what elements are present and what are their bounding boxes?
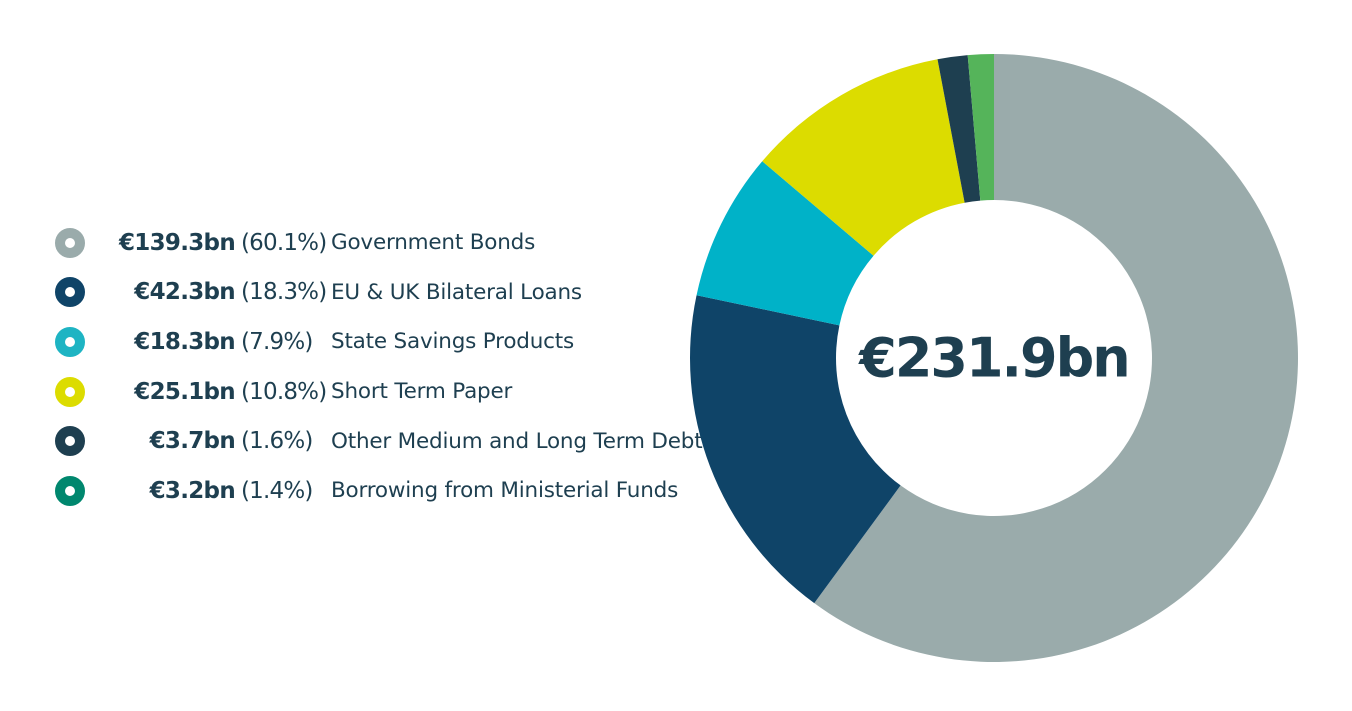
legend-category: Short Term Paper — [331, 379, 513, 405]
legend-amount: €18.3bn — [134, 328, 235, 355]
legend-category: EU & UK Bilateral Loans — [331, 279, 582, 305]
legend-percent: (10.8%) — [241, 378, 327, 405]
legend-marker-icon — [55, 277, 85, 308]
legend-marker-icon — [55, 376, 85, 407]
legend-item: €25.1bn (10.8%) Short Term Paper — [55, 367, 705, 417]
donut-chart-svg: €231.9bn — [690, 54, 1298, 662]
legend-amount: €42.3bn — [134, 279, 235, 306]
legend-amount: €3.7bn — [149, 428, 236, 455]
donut-slice-state-savings-products — [696, 161, 874, 326]
legend-amount: €25.1bn — [134, 378, 235, 405]
legend-marker-icon — [55, 475, 85, 506]
legend-category: Other Medium and Long Term Debt — [331, 428, 703, 454]
chart-legend: €139.3bn (60.1%) Government Bonds €42.3b… — [55, 218, 705, 516]
legend-item: €18.3bn (7.9%) State Savings Products — [55, 317, 705, 367]
legend-category: Government Bonds — [331, 230, 536, 256]
legend-marker-icon — [55, 426, 85, 457]
legend-percent: (7.9%) — [241, 328, 313, 355]
legend-item: €139.3bn (60.1%) Government Bonds — [55, 218, 705, 268]
legend-percent: (18.3%) — [241, 279, 327, 306]
donut-slice-borrowing-from-ministerial-funds — [967, 54, 994, 201]
legend-category: Borrowing from Ministerial Funds — [331, 478, 679, 504]
donut-slices — [690, 54, 1298, 662]
legend-percent: (60.1%) — [241, 229, 327, 256]
legend-category: State Savings Products — [331, 329, 575, 355]
donut-slice-other-medium-and-long-term-debt — [937, 55, 981, 203]
legend-marker-icon — [55, 326, 85, 357]
donut-slice-short-term-paper — [762, 59, 965, 256]
legend-item: €42.3bn (18.3%) EU & UK Bilateral Loans — [55, 268, 705, 318]
legend-amount: €139.3bn — [119, 229, 236, 256]
legend-marker-icon — [55, 227, 85, 258]
center-total-label: €231.9bn — [857, 327, 1128, 390]
legend-percent: (1.4%) — [241, 477, 313, 504]
legend-item: €3.7bn (1.6%) Other Medium and Long Term… — [55, 416, 705, 466]
donut-slice-government-bonds — [814, 54, 1298, 662]
donut-slice-eu-uk-bilateral-loans — [690, 295, 901, 604]
legend-amount: €3.2bn — [149, 477, 236, 504]
legend-percent: (1.6%) — [241, 428, 313, 455]
donut-chart: €231.9bn — [688, 52, 1300, 664]
legend-item: €3.2bn (1.4%) Borrowing from Ministerial… — [55, 466, 705, 516]
